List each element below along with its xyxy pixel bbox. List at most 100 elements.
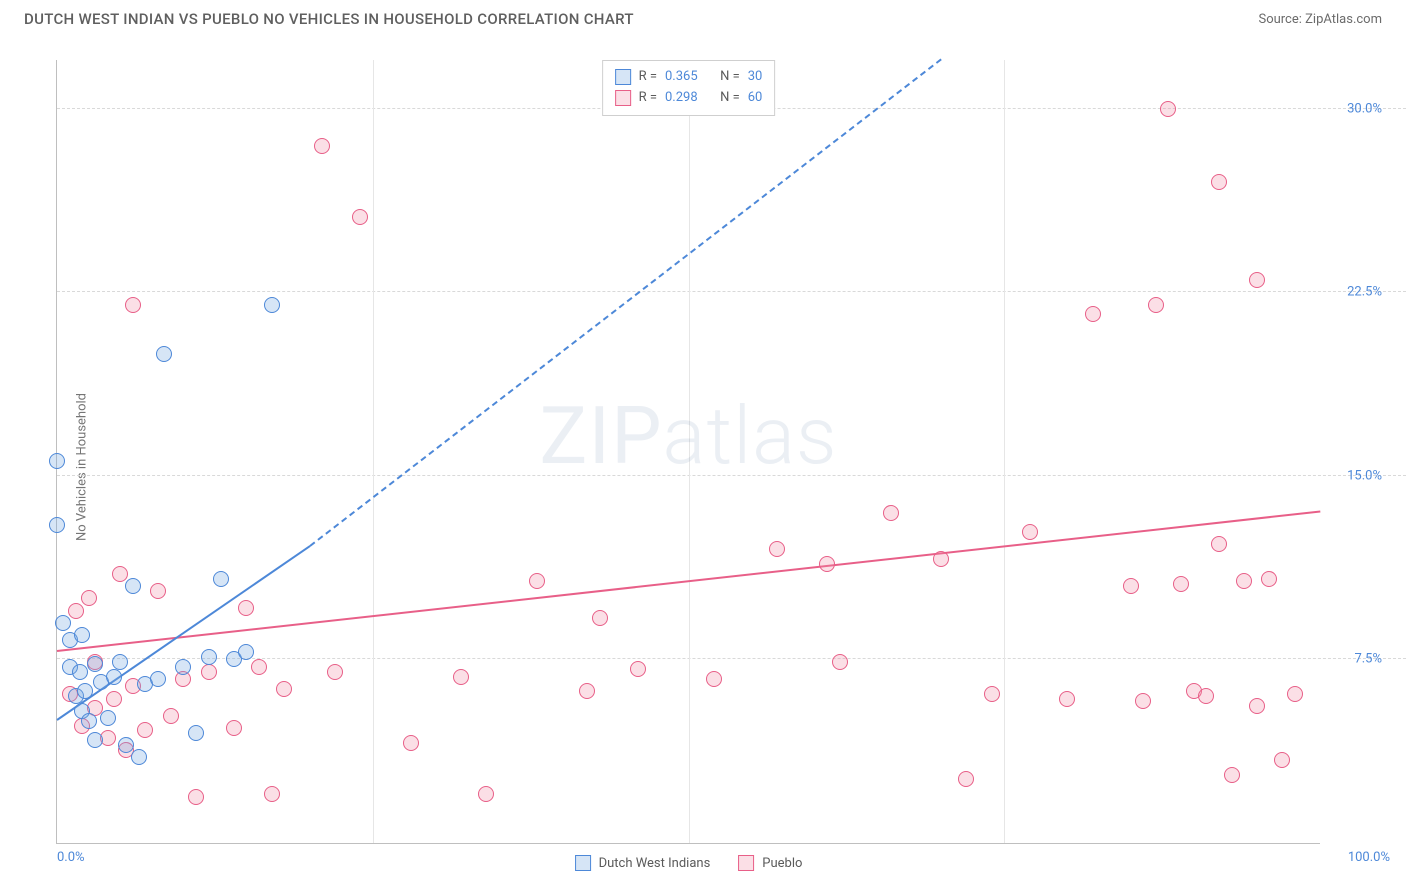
data-point: [529, 573, 545, 589]
data-point: [77, 683, 93, 699]
legend-swatch-pink: [615, 90, 631, 106]
data-point: [819, 556, 835, 572]
data-point: [706, 671, 722, 687]
data-point: [74, 627, 90, 643]
data-point: [150, 671, 166, 687]
plot-region: ZIPatlas R = 0.365 N = 30 R = 0.298 N = …: [56, 60, 1320, 844]
data-point: [1287, 686, 1303, 702]
trend-line: [56, 545, 310, 720]
data-point: [112, 654, 128, 670]
data-point: [226, 720, 242, 736]
data-point: [125, 578, 141, 594]
y-tick-label: 7.5%: [1354, 652, 1382, 667]
data-point: [769, 541, 785, 557]
data-point: [579, 683, 595, 699]
data-point: [112, 566, 128, 582]
legend-swatch-blue: [615, 69, 631, 85]
gridline-h: [57, 475, 1406, 476]
x-tick-label: 0.0%: [57, 850, 85, 865]
data-point: [238, 600, 254, 616]
data-point: [1160, 101, 1176, 117]
gridline-v: [1004, 60, 1005, 843]
data-point: [1261, 571, 1277, 587]
data-point: [1135, 693, 1151, 709]
data-point: [352, 209, 368, 225]
data-point: [55, 615, 71, 631]
data-point: [314, 138, 330, 154]
data-point: [81, 590, 97, 606]
legend-item-pink: Pueblo: [738, 855, 802, 871]
data-point: [832, 654, 848, 670]
data-point: [1249, 698, 1265, 714]
data-point: [984, 686, 1000, 702]
data-point: [72, 664, 88, 680]
data-point: [188, 789, 204, 805]
data-point: [100, 710, 116, 726]
data-point: [213, 571, 229, 587]
data-point: [251, 659, 267, 675]
data-point: [87, 732, 103, 748]
data-point: [150, 583, 166, 599]
data-point: [933, 551, 949, 567]
legend-swatch-blue-icon: [575, 855, 591, 871]
data-point: [1224, 767, 1240, 783]
x-tick-label: 100.0%: [1348, 850, 1390, 865]
trend-line: [309, 58, 942, 547]
series-legend: Dutch West Indians Pueblo: [575, 855, 803, 871]
legend-row-pink: R = 0.298 N = 60: [615, 88, 763, 109]
data-point: [49, 517, 65, 533]
data-point: [453, 669, 469, 685]
data-point: [201, 664, 217, 680]
chart-area: No Vehicles in Household ZIPatlas R = 0.…: [0, 42, 1406, 892]
data-point: [1059, 691, 1075, 707]
gridline-v: [373, 60, 374, 843]
data-point: [68, 603, 84, 619]
data-point: [1249, 272, 1265, 288]
source-link[interactable]: ZipAtlas.com: [1305, 12, 1382, 27]
data-point: [163, 708, 179, 724]
data-point: [276, 681, 292, 697]
data-point: [1211, 174, 1227, 190]
data-point: [264, 786, 280, 802]
data-point: [592, 610, 608, 626]
y-tick-label: 22.5%: [1347, 285, 1382, 300]
chart-header: DUTCH WEST INDIAN VS PUEBLO NO VEHICLES …: [0, 0, 1406, 34]
data-point: [156, 346, 172, 362]
data-point: [87, 656, 103, 672]
data-point: [1173, 576, 1189, 592]
data-point: [81, 713, 97, 729]
data-point: [883, 505, 899, 521]
data-point: [403, 735, 419, 751]
data-point: [1211, 536, 1227, 552]
gridline-v: [689, 60, 690, 843]
data-point: [327, 664, 343, 680]
data-point: [131, 749, 147, 765]
data-point: [958, 771, 974, 787]
data-point: [1198, 688, 1214, 704]
data-point: [125, 297, 141, 313]
data-point: [1022, 524, 1038, 540]
legend-row-blue: R = 0.365 N = 30: [615, 67, 763, 88]
data-point: [175, 659, 191, 675]
correlation-legend: R = 0.365 N = 30 R = 0.298 N = 60: [602, 60, 776, 116]
data-point: [630, 661, 646, 677]
y-tick-label: 15.0%: [1347, 468, 1382, 483]
data-point: [1148, 297, 1164, 313]
legend-swatch-pink-icon: [738, 855, 754, 871]
chart-title: DUTCH WEST INDIAN VS PUEBLO NO VEHICLES …: [24, 10, 634, 28]
data-point: [238, 644, 254, 660]
data-point: [188, 725, 204, 741]
data-point: [1123, 578, 1139, 594]
data-point: [1236, 573, 1252, 589]
data-point: [1085, 306, 1101, 322]
source-attribution: Source: ZipAtlas.com: [1258, 12, 1382, 27]
data-point: [137, 722, 153, 738]
data-point: [1274, 752, 1290, 768]
data-point: [201, 649, 217, 665]
y-tick-label: 30.0%: [1347, 101, 1382, 116]
legend-item-blue: Dutch West Indians: [575, 855, 711, 871]
data-point: [106, 691, 122, 707]
data-point: [478, 786, 494, 802]
data-point: [118, 737, 134, 753]
data-point: [49, 453, 65, 469]
